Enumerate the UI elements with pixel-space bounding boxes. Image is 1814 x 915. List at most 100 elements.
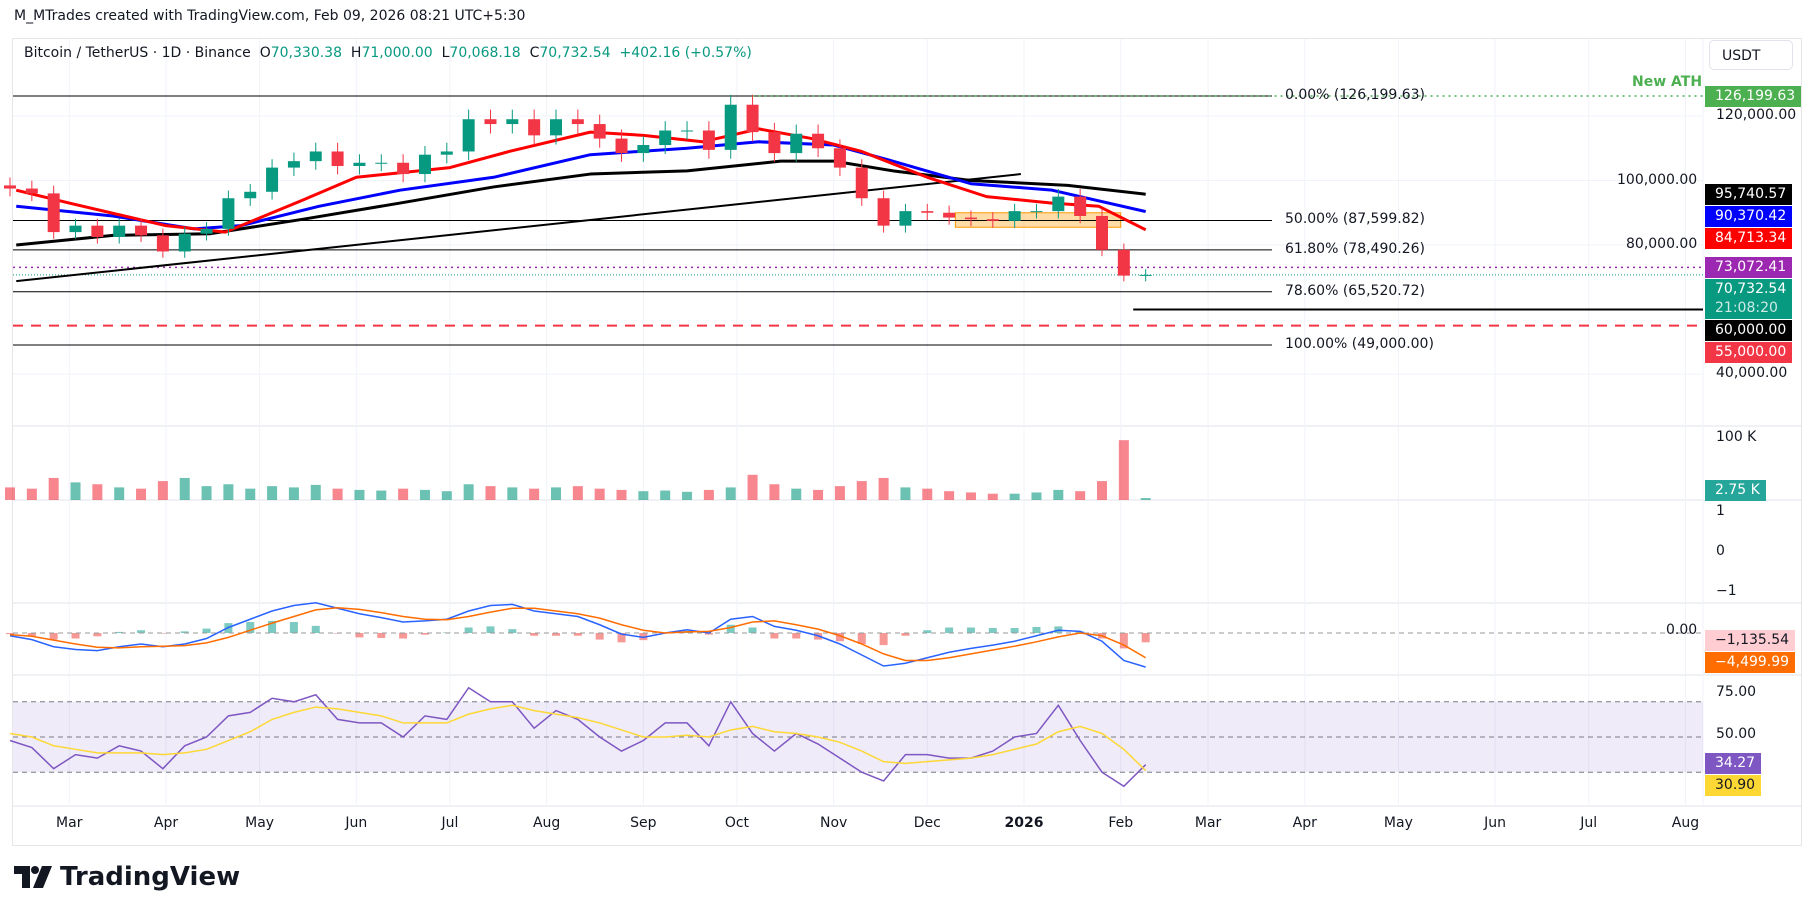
price-axis-label: 80,000.00	[1626, 236, 1698, 252]
macd-histogram-bar	[420, 633, 429, 635]
volume-bar	[1031, 492, 1042, 500]
macd-histogram-bar	[464, 627, 473, 633]
volume-bar	[376, 490, 387, 500]
symbol-title[interactable]: Bitcoin / TetherUS · 1D · Binance	[24, 45, 251, 61]
volume-bar	[92, 484, 103, 500]
macd-zero-label: 0.00	[1666, 622, 1698, 638]
candle-body	[353, 162, 366, 166]
price-tag: 73,072.41	[1705, 257, 1793, 279]
macd-histogram-bar	[27, 633, 36, 637]
candle-body	[462, 119, 475, 152]
volume-bar	[507, 487, 518, 500]
candle-body	[156, 235, 169, 252]
volume-bar	[791, 488, 802, 500]
candle-body	[25, 188, 38, 194]
candle-body	[375, 162, 388, 164]
candle-body	[877, 198, 890, 226]
volume-bar	[463, 484, 474, 500]
candle-body	[1139, 274, 1152, 276]
candle-body	[1008, 211, 1021, 221]
volume-bar	[245, 488, 256, 500]
candle-body	[899, 211, 912, 226]
candle-body	[615, 138, 628, 154]
macd-histogram-bar	[71, 633, 80, 639]
price-tag: 84,713.34	[1705, 228, 1793, 250]
time-axis-label: Aug	[532, 815, 561, 831]
time-axis-label: Jun	[1484, 815, 1507, 831]
candle-body	[702, 130, 715, 150]
candle-body	[943, 212, 956, 218]
volume-tag: 2.75 K	[1705, 480, 1766, 501]
close-label: C	[529, 45, 540, 61]
candle-body	[484, 119, 497, 125]
candle-body	[637, 145, 650, 154]
macd-histogram-bar	[180, 631, 189, 633]
candle-body	[287, 161, 300, 168]
volume-bar	[638, 491, 649, 500]
price-tag: 55,000.00	[1705, 342, 1793, 364]
volume-bar	[288, 487, 299, 500]
candle-body	[309, 151, 322, 162]
candle-body	[812, 133, 825, 149]
candle-body	[178, 233, 191, 252]
open-label: O	[259, 45, 271, 61]
macd-histogram-bar	[966, 627, 975, 633]
currency-button[interactable]: USDT	[1709, 40, 1793, 70]
volume-bar	[660, 490, 671, 500]
candle-body	[91, 225, 104, 237]
candle-body	[222, 198, 235, 229]
candle-body	[1052, 196, 1065, 212]
rsi-axis-label: 50.00	[1716, 726, 1757, 742]
candle-body	[571, 119, 584, 125]
time-axis-label: Apr	[1292, 815, 1317, 831]
price-tag: 70,732.54 21:08:20	[1705, 279, 1793, 320]
candle-body	[244, 191, 257, 199]
candle-body	[550, 119, 562, 136]
candle-body	[768, 132, 781, 154]
volume-bar	[965, 492, 976, 500]
candle-body	[397, 162, 410, 175]
macd-signal-line	[9, 606, 1147, 662]
volume-bar	[594, 488, 605, 500]
logo-text: TradingView	[60, 862, 241, 892]
volume-bar	[1053, 489, 1064, 500]
candle-body	[528, 119, 541, 136]
tradingview-logo[interactable]: TradingView	[14, 862, 240, 892]
volume-bar	[441, 491, 452, 500]
macd-histogram-bar	[552, 633, 560, 636]
candle-body	[506, 119, 519, 125]
fib-level-label: 0.00% (126,199.63)	[1285, 87, 1426, 103]
volume-bar	[398, 488, 409, 500]
candle-body	[746, 104, 759, 133]
candle-body	[331, 151, 344, 166]
macd-histogram-bar	[202, 628, 211, 633]
tradingview-logo-icon	[14, 866, 52, 888]
macd-histogram-bar	[355, 633, 364, 638]
time-axis-label: Dec	[913, 815, 941, 831]
macd-signal-tag: −4,499.99	[1705, 652, 1796, 673]
macd-histogram-bar	[639, 633, 648, 641]
price-tag: 60,000.00	[1705, 320, 1793, 342]
candle-body	[113, 225, 126, 237]
ma-blue-line	[16, 140, 1147, 231]
macd-histogram-bar	[289, 622, 298, 633]
price-axis-label: 100,000.00	[1617, 171, 1698, 188]
candle-body	[659, 130, 672, 146]
fib-level-label: 50.00% (87,599.82)	[1285, 211, 1426, 228]
volume-bar	[747, 474, 758, 500]
candle-body	[724, 104, 737, 150]
rsi-tag: 34.27	[1705, 753, 1762, 774]
volume-bar	[769, 484, 780, 500]
candle-body	[47, 193, 60, 233]
volume-bar	[529, 488, 540, 500]
volume-bar	[1118, 440, 1129, 500]
candle-body	[69, 225, 82, 233]
chart-frame	[12, 38, 1802, 846]
low-value: 70,068.18	[449, 45, 521, 61]
macd-histogram-bar	[704, 633, 713, 635]
trendline	[16, 173, 1021, 283]
macd-histogram-bar	[377, 633, 386, 638]
candle-body	[418, 154, 431, 175]
